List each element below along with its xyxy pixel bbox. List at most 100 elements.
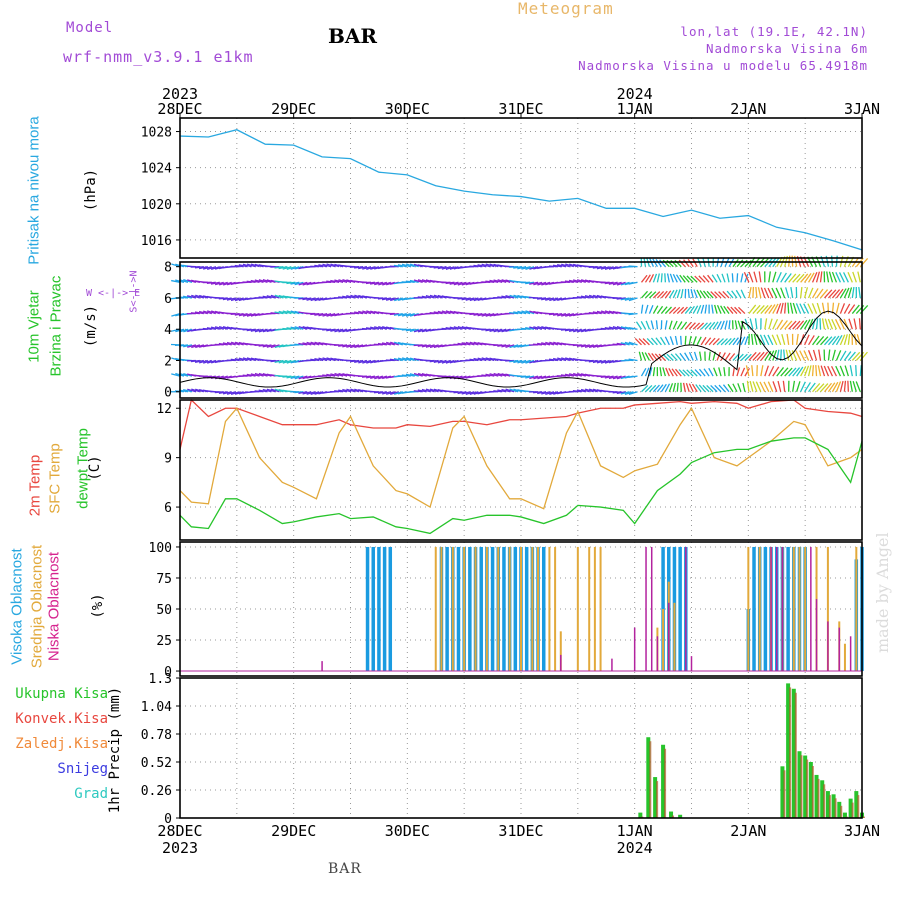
wind-barb bbox=[377, 297, 387, 300]
wind-barb bbox=[772, 366, 780, 377]
wind-barb bbox=[338, 372, 348, 377]
wind-barb bbox=[338, 296, 348, 299]
wind-barb bbox=[493, 372, 503, 377]
cloud-low-bar bbox=[685, 546, 687, 672]
wind-barb bbox=[334, 328, 344, 333]
wind-barb bbox=[473, 297, 483, 302]
wind-barb bbox=[638, 351, 643, 361]
wind-barb bbox=[536, 297, 547, 300]
wind-barb bbox=[803, 303, 810, 314]
wind-barb bbox=[749, 380, 754, 392]
wind-barb bbox=[397, 357, 407, 362]
cloud-mid-bar bbox=[531, 546, 534, 672]
wind-barb bbox=[560, 328, 570, 331]
cloud-mid-bar bbox=[451, 546, 454, 672]
wind-barb bbox=[445, 266, 455, 270]
wind-barb bbox=[409, 328, 419, 332]
precip-conv-bar bbox=[794, 692, 797, 818]
cloud-mid-bar bbox=[548, 546, 551, 672]
wind-barb bbox=[843, 272, 849, 283]
wind-barb bbox=[684, 352, 690, 361]
wind-barb bbox=[727, 383, 734, 393]
cloud-mid-bar bbox=[497, 546, 500, 672]
time-label-bottom: 1JAN bbox=[617, 822, 653, 840]
cloud-tick-label: 25 bbox=[156, 634, 172, 649]
wind-barb bbox=[716, 273, 722, 283]
wind-barb bbox=[354, 294, 364, 299]
wind-barb bbox=[768, 271, 771, 283]
wind-barb bbox=[433, 388, 443, 393]
wind-barb bbox=[760, 365, 764, 377]
wind-barb bbox=[553, 297, 563, 302]
wind-barb bbox=[616, 391, 626, 395]
wind-barb bbox=[640, 304, 644, 314]
wind-barb bbox=[641, 290, 649, 299]
wind-barb bbox=[413, 279, 423, 283]
year-label-top: 2024 bbox=[617, 85, 653, 103]
wind-barb bbox=[723, 305, 730, 314]
wind-barb bbox=[433, 311, 443, 315]
wind-barb bbox=[711, 304, 714, 314]
cloud-low-bar bbox=[776, 546, 778, 672]
precip-bar bbox=[803, 755, 808, 818]
cloud-mid-bar bbox=[673, 602, 676, 672]
wind-barb bbox=[851, 286, 855, 299]
wind-barb bbox=[835, 350, 842, 361]
wind-barb bbox=[776, 334, 782, 346]
wind-barb bbox=[644, 352, 651, 361]
wind-barb bbox=[485, 263, 495, 268]
wind-barb bbox=[561, 357, 571, 362]
wind-barb bbox=[564, 373, 574, 377]
cloud-mid-bar bbox=[434, 546, 437, 672]
wind-barb bbox=[505, 295, 515, 299]
wind-barb bbox=[290, 326, 300, 330]
wind-barb bbox=[274, 266, 284, 269]
wind-barb bbox=[202, 266, 212, 270]
time-label-top: 31DEC bbox=[498, 100, 543, 118]
wind-barb bbox=[668, 306, 677, 315]
wind-barb bbox=[278, 294, 288, 299]
wind-barb bbox=[557, 312, 567, 317]
wind-barb bbox=[648, 384, 657, 393]
wind-barb bbox=[553, 391, 563, 395]
wind-barb bbox=[298, 375, 308, 380]
time-label-bottom: 31DEC bbox=[498, 822, 543, 840]
wind-barb bbox=[234, 358, 244, 362]
precip-bar bbox=[780, 766, 785, 818]
wind-barb bbox=[381, 391, 392, 395]
wind-barb bbox=[612, 391, 622, 394]
wind-barb bbox=[365, 281, 376, 285]
wind-barb bbox=[469, 265, 479, 268]
wind-barb bbox=[732, 383, 738, 393]
wind-barb bbox=[588, 294, 598, 299]
wind-barb bbox=[772, 303, 779, 314]
wind-barb bbox=[713, 367, 718, 377]
wind-speed-line bbox=[179, 310, 863, 388]
wind-barb bbox=[847, 333, 851, 345]
wind-barb bbox=[664, 273, 667, 283]
wind-barb bbox=[640, 367, 647, 377]
wind-barb bbox=[298, 325, 308, 330]
wind-barb bbox=[473, 357, 483, 362]
wind-barb bbox=[298, 391, 308, 395]
wind-barb bbox=[720, 305, 726, 314]
cloud-high-bar bbox=[377, 546, 381, 672]
wind-barb bbox=[242, 357, 252, 362]
cloud-mid-bar bbox=[662, 609, 665, 672]
wind-barb bbox=[592, 311, 602, 315]
wind-barb bbox=[680, 306, 688, 315]
wind-barb bbox=[552, 357, 563, 362]
wind-barb bbox=[780, 287, 786, 299]
wind-barb bbox=[690, 289, 694, 299]
wind-barb bbox=[433, 294, 443, 299]
wind-barb bbox=[830, 365, 838, 377]
wind-barb bbox=[441, 375, 451, 378]
wind-barb bbox=[242, 328, 252, 331]
wind-barb bbox=[238, 297, 248, 302]
precip-tick-label: 1.04 bbox=[141, 700, 172, 715]
year-label-bottom: 2023 bbox=[162, 839, 198, 857]
wind-barb bbox=[831, 349, 836, 361]
panel-frame-precip bbox=[179, 677, 863, 819]
wind-barb bbox=[807, 287, 814, 299]
cloud-tick-label: 75 bbox=[156, 572, 172, 587]
